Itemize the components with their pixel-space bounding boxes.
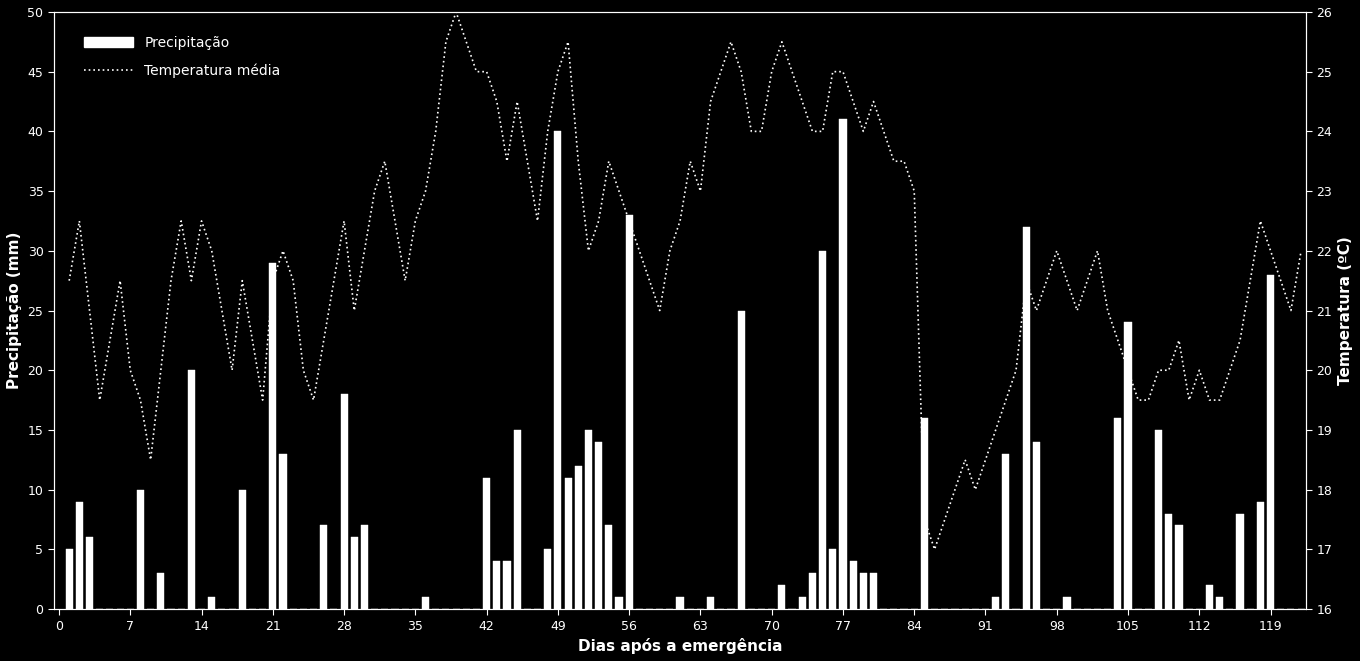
Bar: [1002, 454, 1009, 609]
Bar: [422, 597, 430, 609]
Bar: [830, 549, 836, 609]
Bar: [351, 537, 358, 609]
Y-axis label: Precipitação (mm): Precipitação (mm): [7, 232, 22, 389]
Bar: [1216, 597, 1223, 609]
Bar: [269, 262, 276, 609]
Bar: [1257, 502, 1263, 609]
X-axis label: Dias após a emergência: Dias após a emergência: [578, 638, 782, 654]
Bar: [839, 120, 846, 609]
Bar: [279, 454, 287, 609]
Bar: [514, 430, 521, 609]
Bar: [544, 549, 551, 609]
Bar: [360, 525, 369, 609]
Bar: [921, 418, 928, 609]
Bar: [1155, 430, 1163, 609]
Bar: [778, 585, 786, 609]
Bar: [564, 478, 571, 609]
Bar: [850, 561, 857, 609]
Bar: [1114, 418, 1122, 609]
Bar: [676, 597, 684, 609]
Bar: [555, 132, 562, 609]
Bar: [860, 573, 866, 609]
Bar: [819, 251, 826, 609]
Y-axis label: Temperatura (ºC): Temperatura (ºC): [1338, 236, 1353, 385]
Bar: [616, 597, 623, 609]
Bar: [1236, 514, 1243, 609]
Bar: [320, 525, 328, 609]
Bar: [503, 561, 510, 609]
Bar: [1125, 323, 1132, 609]
Legend: Precipitação, Temperatura média: Precipitação, Temperatura média: [73, 25, 291, 89]
Bar: [137, 490, 144, 609]
Bar: [1023, 227, 1030, 609]
Bar: [585, 430, 592, 609]
Bar: [1268, 275, 1274, 609]
Bar: [239, 490, 246, 609]
Bar: [707, 597, 714, 609]
Bar: [1064, 597, 1070, 609]
Bar: [1166, 514, 1172, 609]
Bar: [340, 394, 348, 609]
Bar: [991, 597, 1000, 609]
Bar: [1206, 585, 1213, 609]
Bar: [483, 478, 490, 609]
Bar: [575, 466, 582, 609]
Bar: [1175, 525, 1182, 609]
Bar: [494, 561, 500, 609]
Bar: [737, 311, 745, 609]
Bar: [626, 215, 632, 609]
Bar: [870, 573, 877, 609]
Bar: [1032, 442, 1040, 609]
Bar: [76, 502, 83, 609]
Bar: [208, 597, 215, 609]
Bar: [809, 573, 816, 609]
Bar: [798, 597, 806, 609]
Bar: [65, 549, 72, 609]
Bar: [158, 573, 165, 609]
Bar: [596, 442, 602, 609]
Bar: [86, 537, 92, 609]
Bar: [188, 370, 194, 609]
Bar: [605, 525, 612, 609]
